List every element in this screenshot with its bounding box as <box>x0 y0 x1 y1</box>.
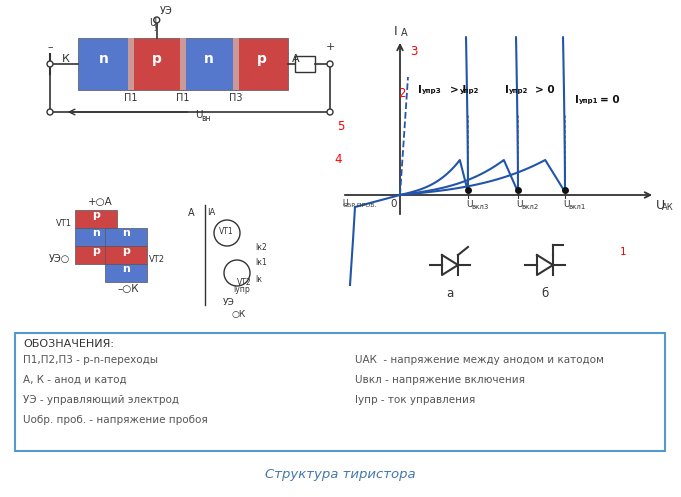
Text: +○А: +○А <box>88 197 113 207</box>
Bar <box>105 228 147 246</box>
Text: 3: 3 <box>410 45 417 58</box>
Circle shape <box>154 17 160 23</box>
Text: упрЗ: упрЗ <box>422 88 441 94</box>
Text: 2: 2 <box>398 87 406 100</box>
Circle shape <box>47 61 53 67</box>
Text: а: а <box>446 287 454 300</box>
Text: Uвкл - напряжение включения: Uвкл - напряжение включения <box>355 375 525 385</box>
Text: П3: П3 <box>229 93 242 103</box>
Text: 4: 4 <box>334 153 342 166</box>
Text: VT2: VT2 <box>149 255 165 264</box>
Text: n: n <box>122 228 130 238</box>
Text: I: I <box>418 85 422 95</box>
Text: U: U <box>148 18 156 28</box>
Text: ОБР.ПРОБ.: ОБР.ПРОБ. <box>343 203 377 208</box>
Text: П1: П1 <box>124 93 138 103</box>
Text: –: – <box>47 42 53 52</box>
Text: П1: П1 <box>176 93 190 103</box>
Bar <box>127 38 133 90</box>
Bar <box>232 38 238 90</box>
Bar <box>15 333 665 451</box>
Bar <box>180 38 186 90</box>
Text: n: n <box>92 228 100 238</box>
Text: 0: 0 <box>390 199 397 209</box>
Text: IA: IA <box>207 208 215 217</box>
Text: U: U <box>516 200 522 209</box>
Text: > I: > I <box>450 85 466 95</box>
Text: у: у <box>154 22 158 31</box>
Text: ○К: ○К <box>231 310 245 319</box>
Text: К: К <box>62 54 70 64</box>
Text: вн: вн <box>201 114 210 123</box>
Text: U: U <box>466 200 473 209</box>
Text: Iк2: Iк2 <box>255 243 267 252</box>
Text: –○К: –○К <box>118 284 140 294</box>
Text: вкл2: вкл2 <box>521 204 538 210</box>
Text: А: А <box>401 28 408 38</box>
Text: = 0: = 0 <box>600 95 620 105</box>
Text: УЭ: УЭ <box>223 298 235 307</box>
Text: 5: 5 <box>336 120 344 133</box>
Text: вкл3: вкл3 <box>471 204 488 210</box>
Text: УЭ: УЭ <box>160 6 172 16</box>
Text: p: p <box>257 52 267 66</box>
Text: p: p <box>92 246 100 256</box>
Bar <box>183 38 236 90</box>
Bar <box>75 210 117 228</box>
Text: U: U <box>656 199 665 212</box>
Bar <box>78 38 131 90</box>
Text: Iупр - ток управления: Iупр - ток управления <box>355 395 475 405</box>
Text: ОБОЗНАЧЕНИЯ:: ОБОЗНАЧЕНИЯ: <box>23 339 114 349</box>
Text: УЭ - управляющий электрод: УЭ - управляющий электрод <box>23 395 179 405</box>
Text: n: n <box>122 264 130 274</box>
Text: упр2: упр2 <box>460 88 479 94</box>
Circle shape <box>47 109 53 115</box>
Text: n: n <box>99 52 109 66</box>
Bar <box>131 38 183 90</box>
Text: УЭ○: УЭ○ <box>49 253 70 263</box>
Circle shape <box>214 220 240 246</box>
Text: П1,П2,П3 - p-n-переходы: П1,П2,П3 - p-n-переходы <box>23 355 158 365</box>
Text: I: I <box>394 25 397 38</box>
Text: p: p <box>152 52 161 66</box>
Text: упр2: упр2 <box>509 88 528 94</box>
Text: U: U <box>563 200 569 209</box>
Text: вкл1: вкл1 <box>568 204 586 210</box>
Text: Iк: Iк <box>255 275 262 284</box>
Text: А: А <box>292 54 300 64</box>
Bar <box>236 38 288 90</box>
Text: упр1: упр1 <box>579 98 599 104</box>
Bar <box>295 56 315 72</box>
Text: VT1: VT1 <box>219 227 234 236</box>
Text: U: U <box>342 199 347 208</box>
Text: АК: АК <box>662 203 674 212</box>
Bar <box>75 228 117 246</box>
Text: А, К - анод и катод: А, К - анод и катод <box>23 375 127 385</box>
Circle shape <box>327 109 333 115</box>
Text: > 0: > 0 <box>535 85 554 95</box>
Text: VT2: VT2 <box>237 278 251 287</box>
Text: UАК  - напряжение между анодом и катодом: UАК - напряжение между анодом и катодом <box>355 355 604 365</box>
Text: 1: 1 <box>620 247 627 257</box>
Text: p: p <box>92 210 100 220</box>
Text: Iк1: Iк1 <box>255 258 267 267</box>
Text: U: U <box>195 110 202 120</box>
Text: Структура тиристора: Структура тиристора <box>265 468 415 481</box>
Circle shape <box>327 61 333 67</box>
Text: I: I <box>505 85 509 95</box>
Text: n: n <box>204 52 215 66</box>
Text: +: + <box>326 42 334 52</box>
Text: p: p <box>122 246 130 256</box>
Text: А: А <box>189 208 195 218</box>
Text: I: I <box>575 95 579 105</box>
Text: Iупр: Iупр <box>233 285 250 294</box>
Bar <box>105 264 147 282</box>
Text: VT1: VT1 <box>56 220 72 229</box>
Circle shape <box>224 260 250 286</box>
Bar <box>105 246 147 264</box>
Bar <box>75 246 117 264</box>
Text: Uобр. проб. - напряжение пробоя: Uобр. проб. - напряжение пробоя <box>23 415 208 425</box>
Text: б: б <box>541 287 549 300</box>
